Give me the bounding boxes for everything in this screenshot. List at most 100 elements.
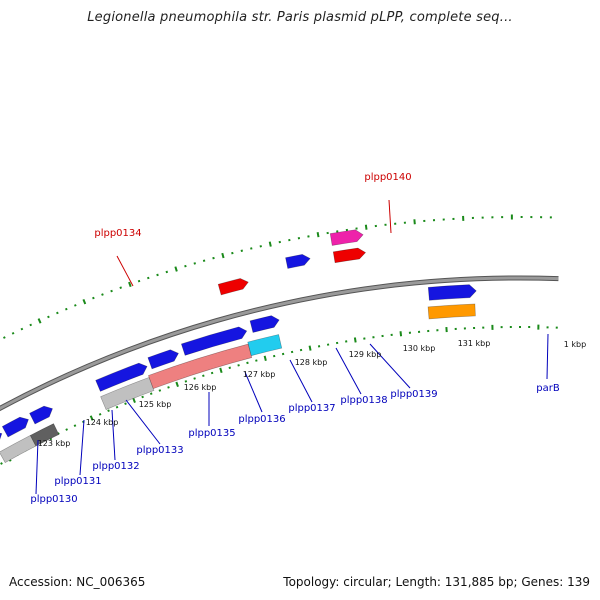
tick-mark bbox=[56, 311, 59, 315]
gene-label: plpp0136 bbox=[238, 414, 285, 425]
label-leaders bbox=[35, 199, 549, 495]
leader-line bbox=[125, 399, 161, 445]
page-title: Legionella pneumophila str. Paris plasmi… bbox=[87, 10, 513, 25]
gene-plpp0131 bbox=[0, 434, 37, 463]
leader-line bbox=[79, 419, 85, 476]
gene-label: plpp0134 bbox=[94, 228, 141, 239]
gene-label: plpp0133 bbox=[136, 445, 183, 456]
tick-mark bbox=[82, 298, 87, 305]
tick-mark bbox=[98, 413, 102, 416]
tick-mark bbox=[174, 266, 178, 272]
gene-blue-4 bbox=[29, 405, 53, 425]
leader-line bbox=[116, 255, 134, 287]
gene-plpp0135 bbox=[100, 377, 155, 410]
tick-mark bbox=[210, 371, 214, 375]
tick-mark bbox=[73, 424, 77, 427]
tick-mark bbox=[115, 405, 119, 409]
gene-label: plpp0135 bbox=[188, 428, 235, 439]
gene-forward-small bbox=[285, 254, 311, 269]
tick-mark bbox=[29, 323, 33, 327]
tick-mark bbox=[228, 366, 231, 370]
tick-mark bbox=[11, 331, 15, 335]
tick-mark bbox=[193, 377, 196, 380]
gene-plpp0140-2 bbox=[329, 229, 364, 246]
gene-labels: plpp0134 plpp0140 plpp0130 plpp0131 plpp0132… bbox=[30, 172, 560, 505]
leader-line bbox=[546, 333, 549, 380]
kbp-tick-label: 130 kbp bbox=[403, 344, 436, 353]
tick-mark bbox=[92, 296, 95, 300]
tick-mark bbox=[175, 381, 179, 388]
kbp-tick-label: 127 kbp bbox=[243, 370, 276, 379]
tick-mark bbox=[47, 315, 50, 319]
gene-label: plpp0138 bbox=[340, 395, 387, 406]
tick-mark bbox=[399, 331, 403, 337]
tick-mark bbox=[124, 402, 127, 405]
tick-mark bbox=[107, 409, 110, 413]
tick-mark bbox=[149, 392, 153, 395]
tick-mark bbox=[353, 337, 357, 343]
kbp-tick-label: 1 kbp bbox=[564, 340, 586, 349]
gene-parB-blue bbox=[427, 284, 477, 301]
gene-label: plpp0130 bbox=[30, 494, 77, 505]
kbp-tick-label: 124 kbp bbox=[86, 418, 119, 427]
leader-line bbox=[244, 371, 263, 413]
kbp-tick-label: 128 kbp bbox=[295, 358, 328, 367]
tick-mark bbox=[101, 293, 104, 296]
tick-mark bbox=[221, 252, 225, 259]
tick-mark bbox=[212, 256, 215, 260]
gene-blue-6 bbox=[147, 349, 179, 370]
tick-mark bbox=[137, 279, 141, 283]
plasmid-backbone bbox=[0, 276, 559, 411]
tick-mark bbox=[193, 262, 196, 265]
gene-blue-3 bbox=[1, 416, 29, 438]
gene-label: plpp0137 bbox=[288, 403, 335, 414]
tick-mark bbox=[141, 395, 144, 399]
leader-line bbox=[388, 199, 392, 234]
tick-mark bbox=[110, 289, 113, 293]
tick-mark bbox=[202, 374, 205, 377]
tick-mark bbox=[20, 327, 24, 331]
tick-mark bbox=[184, 264, 187, 268]
tick-mark bbox=[65, 307, 68, 311]
gene-plpp0138 bbox=[247, 334, 283, 357]
tick-mark bbox=[268, 241, 272, 247]
gene-label: plpp0132 bbox=[92, 461, 139, 472]
leader-line bbox=[111, 409, 116, 461]
gene-blue-7 bbox=[249, 315, 280, 333]
tick-mark bbox=[119, 286, 122, 289]
leader-line bbox=[35, 439, 39, 495]
kbp-tick-label: 129 kbp bbox=[349, 350, 382, 359]
tick-mark bbox=[255, 359, 258, 362]
gene-parB bbox=[427, 303, 476, 320]
gene-plpp0136 bbox=[180, 326, 248, 356]
tick-mark bbox=[132, 397, 136, 403]
tick-mark bbox=[246, 361, 249, 365]
kbp-tick-labels: 123 kbp 124 kbp 125 kbp 126 kbp 127 kbp 128 k… bbox=[38, 339, 587, 448]
gene-plpp0134 bbox=[217, 278, 249, 296]
tick-mark bbox=[74, 304, 77, 307]
gene-plpp0140 bbox=[332, 247, 367, 264]
kbp-tick-label: 123 kbp bbox=[38, 439, 71, 448]
outer-tick-ring bbox=[3, 214, 552, 339]
tick-mark bbox=[364, 224, 368, 230]
gene-features bbox=[0, 229, 477, 463]
gene-plpp0137 bbox=[148, 343, 253, 390]
gene-label: parB bbox=[536, 383, 560, 394]
inner-tick-ring bbox=[0, 324, 558, 465]
tick-mark bbox=[308, 345, 312, 351]
tick-mark bbox=[0, 462, 3, 465]
accession-text: Accession: NC_006365 bbox=[9, 575, 146, 589]
gene-label: plpp0140 bbox=[364, 172, 411, 183]
gene-blue-5 bbox=[95, 362, 148, 392]
tick-mark bbox=[128, 281, 132, 288]
tick-mark bbox=[156, 273, 159, 277]
tick-mark bbox=[89, 415, 94, 421]
tick-mark bbox=[158, 389, 162, 392]
topology-summary: Topology: circular; Length: 131,885 bp; … bbox=[283, 575, 590, 589]
tick-mark bbox=[147, 276, 150, 280]
tick-mark bbox=[167, 386, 170, 389]
kbp-tick-label: 131 kbp bbox=[458, 339, 491, 348]
kbp-tick-label: 126 kbp bbox=[184, 383, 217, 392]
